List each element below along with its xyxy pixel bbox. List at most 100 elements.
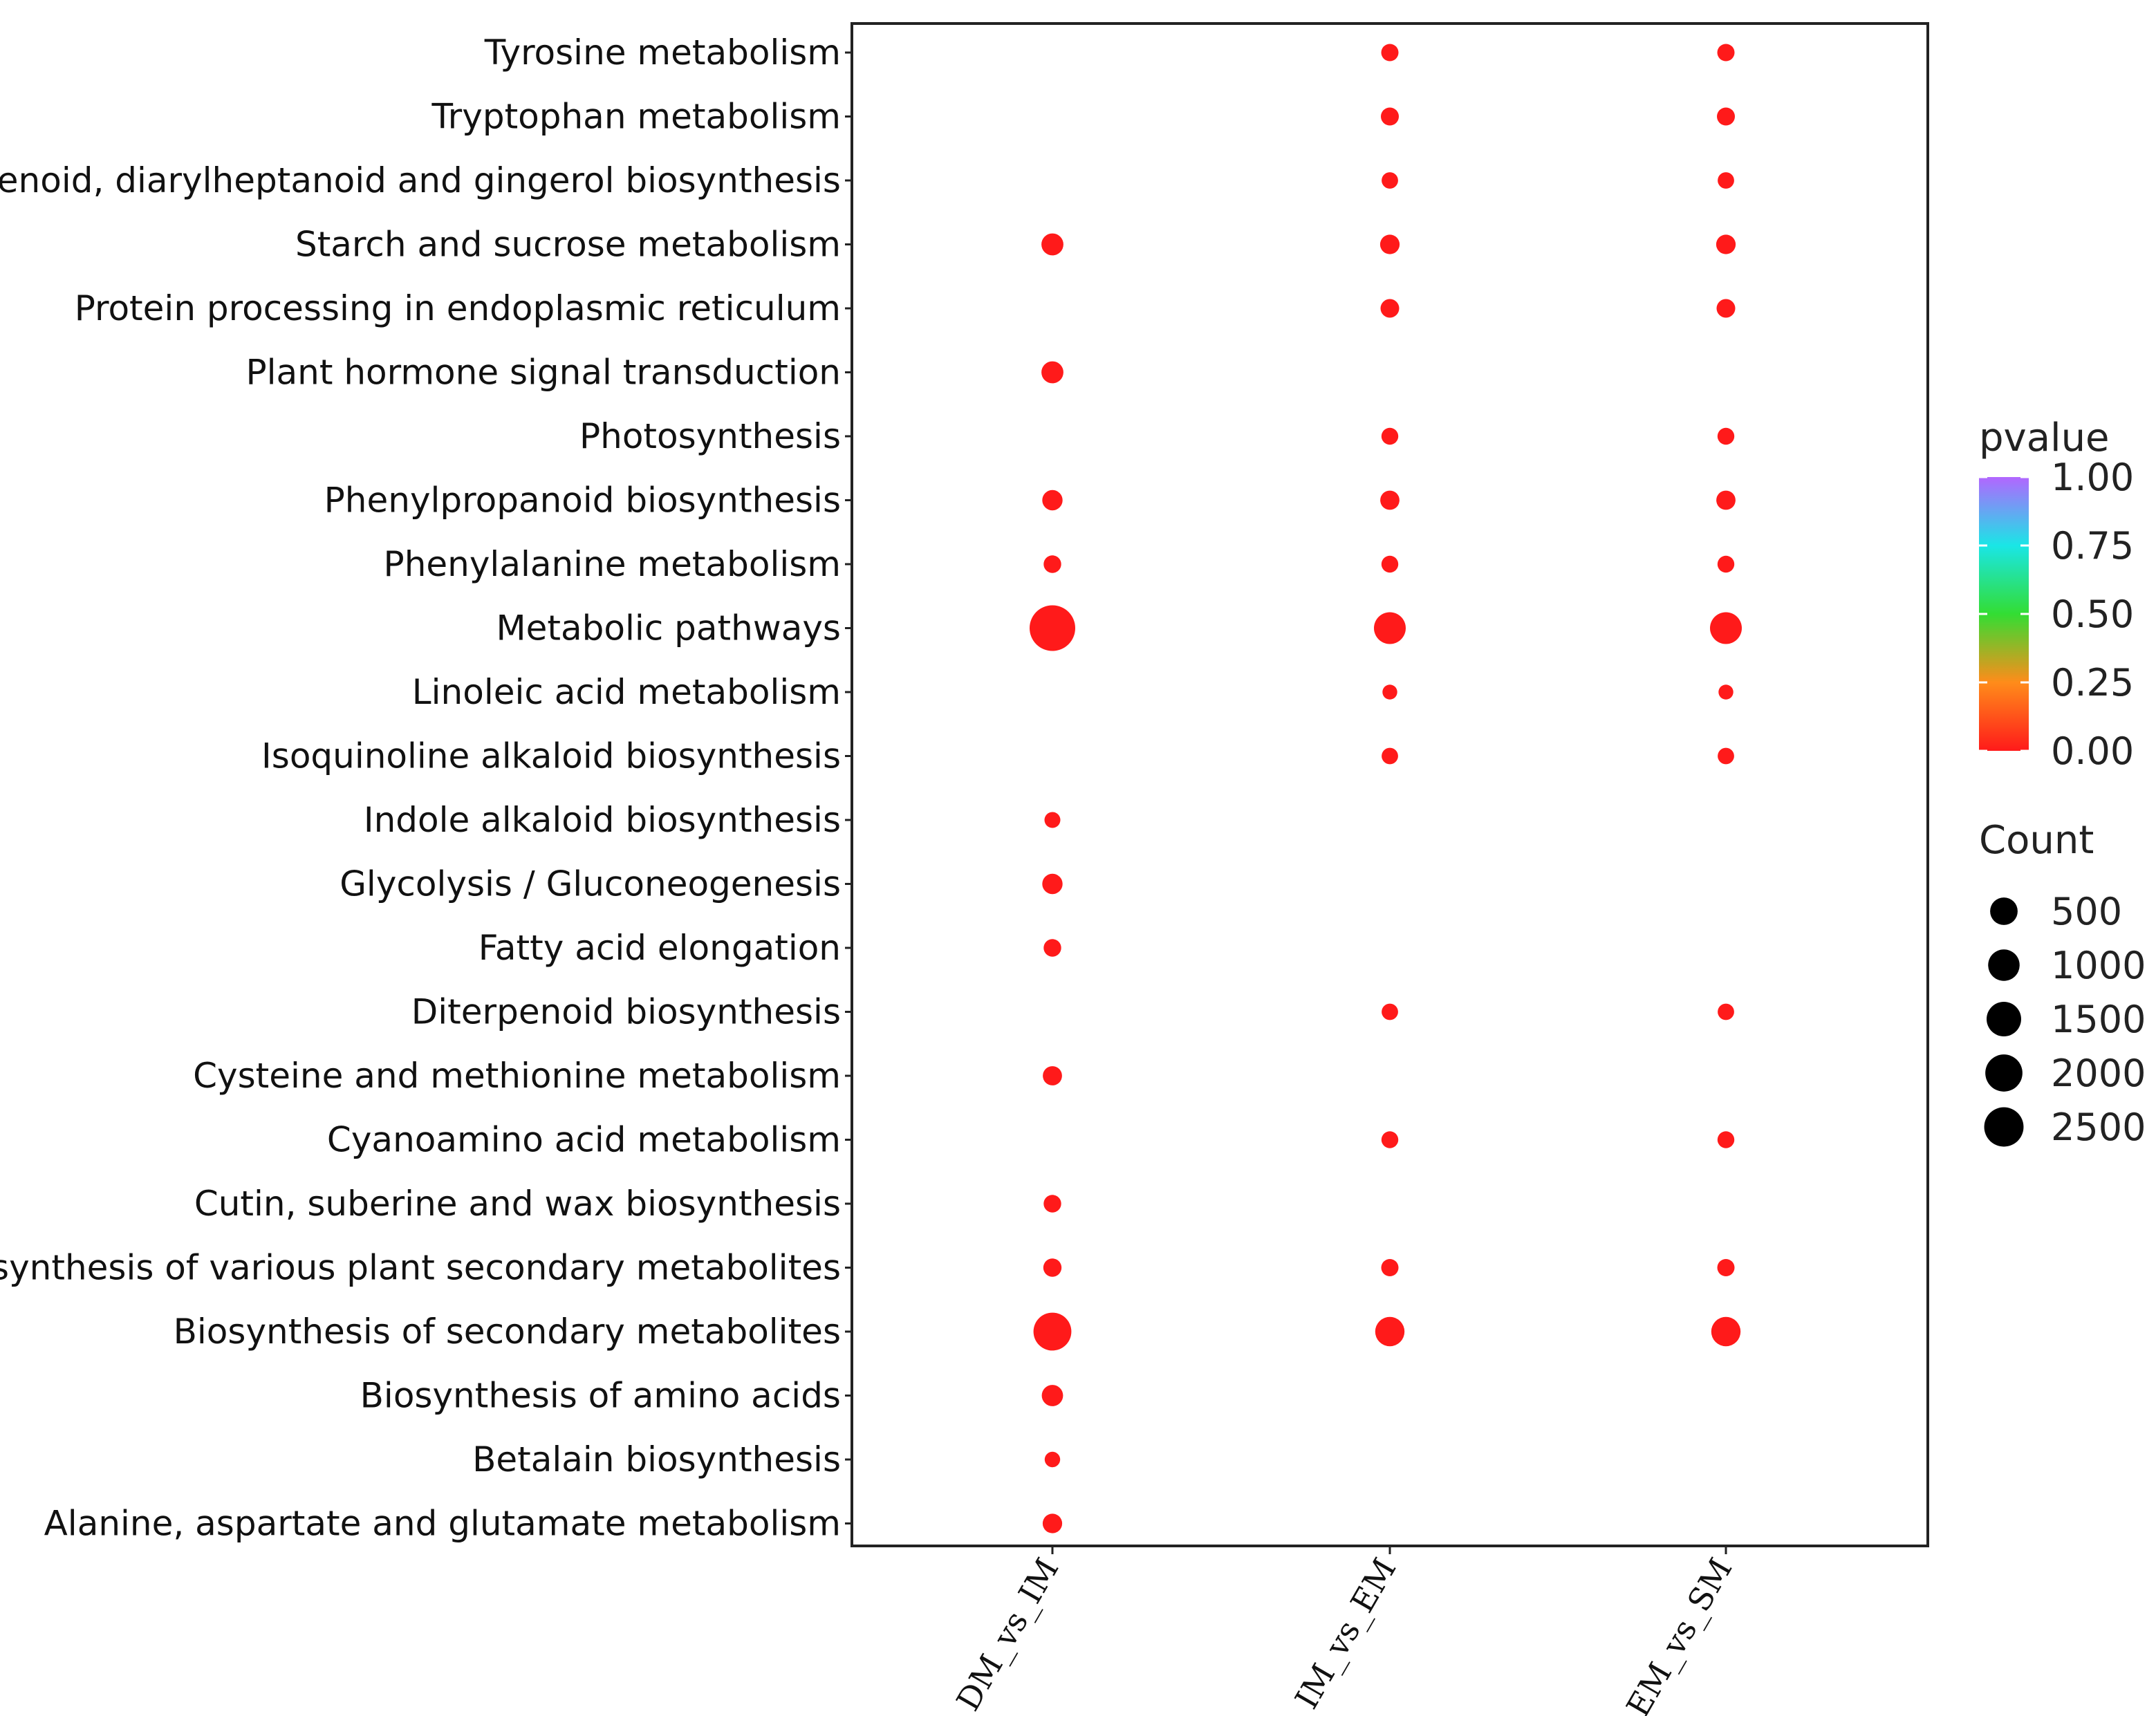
data-point [1717, 555, 1735, 573]
pvalue-colorbar-ticks: 1.00 0.75 0.50 0.25 0.00 [1979, 456, 2134, 773]
colorbar-tick-label: 1.00 [2051, 456, 2134, 499]
data-point [1382, 747, 1398, 765]
colorbar-tick-label: 0.00 [2051, 729, 2134, 773]
y-tick-label: Stilbenoid, diarylheptanoid and gingerol… [0, 160, 841, 200]
count-legend-items: 500 1000 1500 2000 2500 [1984, 890, 2146, 1149]
y-tick-label: Isoquinoline alkaloid biosynthesis [261, 736, 841, 776]
data-point [1382, 684, 1397, 700]
data-point [1381, 427, 1399, 445]
data-point [1380, 299, 1400, 318]
data-point [1380, 490, 1400, 510]
data-point [1718, 747, 1734, 765]
data-point [1041, 233, 1063, 256]
data-point [1033, 1312, 1072, 1351]
y-tick-label: Glycolysis / Gluconeogenesis [340, 864, 841, 904]
data-point [1717, 1131, 1735, 1148]
y-tick-label: Cysteine and methionine metabolism [193, 1056, 841, 1096]
y-tick-label: Plant hormone signal transduction [246, 353, 842, 393]
data-point [1043, 939, 1061, 957]
count-legend-dot [1988, 949, 2020, 981]
count-legend-dot [1985, 1054, 2023, 1092]
data-point [1043, 555, 1061, 573]
data-point [1710, 612, 1742, 644]
data-point [1381, 1131, 1399, 1148]
y-tick-label: Tryptophan metabolism [431, 97, 841, 137]
data-point [1717, 1259, 1735, 1276]
y-tick-label: Biosynthesis of amino acids [360, 1376, 841, 1416]
colorbar-tick-label: 0.50 [2051, 593, 2134, 636]
y-axis-labels: Tyrosine metabolism Tryptophan metabolism… [0, 32, 841, 1544]
data-point [1044, 1451, 1061, 1468]
y-tick-label: Indole alkaloid biosynthesis [364, 800, 841, 840]
data-point [1379, 234, 1400, 254]
data-point [1718, 1003, 1734, 1020]
count-legend-label: 2500 [2051, 1106, 2146, 1149]
x-axis-labels: DM_vs_IM IM_vs_EM EM_vs_SM [949, 1552, 1739, 1716]
count-legend-label: 1000 [2051, 944, 2146, 987]
data-point [1374, 612, 1406, 644]
data-point [1381, 555, 1399, 573]
data-point [1717, 44, 1735, 62]
data-point [1043, 1066, 1062, 1085]
y-tick-label: Phenylpropanoid biosynthesis [324, 481, 841, 521]
count-legend-label: 2000 [2051, 1052, 2146, 1095]
data-point [1042, 873, 1063, 895]
y-tick-label: Metabolic pathways [496, 608, 842, 649]
y-tick-label: Fatty acid elongation [478, 928, 841, 968]
data-point [1381, 107, 1399, 126]
data-point [1716, 299, 1736, 318]
data-point [1718, 684, 1734, 700]
data-points [1030, 44, 1742, 1533]
count-legend-title: Count [1979, 818, 2094, 863]
count-legend-dot [1987, 1002, 2021, 1036]
data-point [1381, 1259, 1399, 1276]
data-point [1030, 605, 1075, 651]
colorbar-tick-label: 0.75 [2051, 524, 2134, 568]
data-point [1044, 812, 1061, 828]
y-tick-label: Linoleic acid metabolism [412, 672, 841, 712]
count-legend-dot [1990, 897, 2018, 925]
data-point [1711, 1316, 1741, 1347]
pvalue-legend-title: pvalue [1979, 416, 2110, 460]
y-tick-label: Cyanoamino acid metabolism [327, 1120, 841, 1160]
y-tick-label: Tyrosine metabolism [484, 32, 841, 73]
data-point [1042, 1513, 1063, 1533]
data-point [1043, 1258, 1062, 1277]
y-tick-label: Protein processing in endoplasmic reticu… [75, 288, 841, 328]
data-point [1716, 234, 1736, 254]
y-tick-label: Starch and sucrose metabolism [295, 225, 841, 265]
count-legend-label: 500 [2051, 890, 2122, 933]
colorbar-tick-label: 0.25 [2051, 661, 2134, 705]
count-legend: Count 500 1000 1500 2000 2500 [1979, 818, 2146, 1149]
count-legend-dot [1984, 1107, 2024, 1147]
data-point [1717, 427, 1735, 445]
data-point [1382, 172, 1398, 189]
pvalue-legend: pvalue 1.00 0.75 0.50 0.25 0.00 [1979, 416, 2134, 773]
data-point [1375, 1316, 1405, 1347]
x-axis-ticks [1051, 1546, 1727, 1554]
data-point [1041, 361, 1063, 384]
y-axis-ticks [845, 51, 852, 1524]
data-point [1043, 1195, 1061, 1213]
data-point [1042, 489, 1063, 511]
data-point [1041, 1385, 1063, 1406]
y-tick-label: Phenylalanine metabolism [384, 544, 841, 584]
y-tick-label: Biosynthesis of various plant secondary … [0, 1248, 841, 1288]
count-legend-label: 1500 [2051, 998, 2146, 1041]
data-point [1716, 490, 1736, 510]
x-tick-label: IM_vs_EM [1288, 1552, 1404, 1715]
y-tick-label: Diterpenoid biosynthesis [411, 992, 841, 1032]
plot-panel [851, 22, 1929, 1547]
y-tick-label: Biosynthesis of secondary metabolites [174, 1312, 841, 1352]
x-tick-label: EM_vs_SM [1619, 1552, 1739, 1716]
y-tick-label: Betalain biosynthesis [472, 1439, 841, 1480]
y-tick-label: Alanine, aspartate and glutamate metabol… [44, 1504, 841, 1544]
y-tick-label: Photosynthesis [579, 416, 841, 456]
data-point [1717, 107, 1735, 126]
x-tick-label: DM_vs_IM [949, 1552, 1066, 1716]
data-point [1381, 44, 1399, 62]
data-point [1382, 1003, 1398, 1020]
y-tick-label: Cutin, suberine and wax biosynthesis [194, 1184, 841, 1224]
